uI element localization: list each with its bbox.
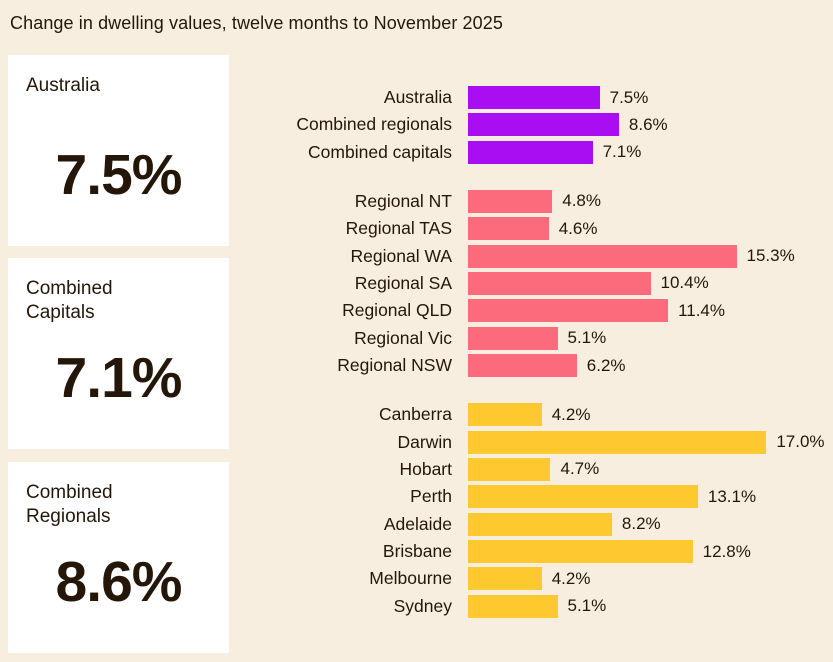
bar-label: Perth bbox=[410, 486, 452, 507]
bar-value-label: 5.1% bbox=[567, 328, 607, 348]
bar-value-label: 15.3% bbox=[746, 246, 795, 266]
bar-chart: Australia 7.5% Combined regionals 8.6% Combi… bbox=[247, 86, 833, 622]
bar-label: Darwin bbox=[397, 431, 452, 452]
bar-rect bbox=[468, 457, 551, 481]
bar-value-label: 5.1% bbox=[567, 596, 607, 616]
bar-value-label: 11.4% bbox=[678, 300, 726, 320]
bar-rect bbox=[468, 354, 577, 378]
bar-label: Regional NT bbox=[354, 190, 452, 211]
bar-value-label: 7.5% bbox=[609, 87, 649, 107]
summary-card-combined-regionals: Combined Regionals 8.6% bbox=[8, 462, 229, 653]
summary-card-value: 7.1% bbox=[55, 346, 183, 411]
bar-label: Regional NSW bbox=[337, 355, 452, 376]
bar-label: Combined capitals bbox=[308, 141, 452, 162]
bar-label: Adelaide bbox=[383, 513, 452, 534]
bar-label: Melbourne bbox=[369, 568, 452, 589]
bar-row-adelaide: Adelaide 8.2% bbox=[247, 512, 833, 536]
bar-row-canberra: Canberra 4.2% bbox=[247, 403, 833, 427]
bar-value-label: 4.7% bbox=[560, 459, 600, 479]
bar-value-label: 8.6% bbox=[628, 114, 668, 134]
bar-value-label: 12.8% bbox=[702, 541, 751, 561]
bar-value-label: 17.0% bbox=[776, 432, 825, 452]
summary-card-label: Combined Regionals bbox=[26, 482, 113, 527]
bar-rect bbox=[468, 189, 553, 213]
bar-value-label: 4.8% bbox=[562, 191, 601, 211]
bar-label: Regional WA bbox=[350, 245, 452, 266]
bar-label: Brisbane bbox=[382, 541, 452, 562]
bar-rect bbox=[468, 299, 669, 323]
bar-value-label: 10.4% bbox=[660, 273, 709, 293]
bar-row-sydney: Sydney 5.1% bbox=[247, 594, 833, 618]
page-title: Change in dwelling values, twelve months… bbox=[10, 13, 503, 33]
bar-rect bbox=[468, 594, 558, 618]
bar-value-label: 8.2% bbox=[621, 514, 661, 534]
bar-row-melbourne: Melbourne 4.2% bbox=[247, 567, 833, 591]
bar-row-hobart: Hobart 4.7% bbox=[247, 457, 833, 481]
bar-row-regional-vic: Regional Vic 5.1% bbox=[247, 326, 833, 350]
bar-rect bbox=[468, 403, 542, 427]
bar-row-combined-regionals: Combined regionals 8.6% bbox=[247, 113, 833, 137]
bar-row-regional-sa: Regional SA 10.4% bbox=[247, 271, 833, 295]
bar-value-label: 4.6% bbox=[558, 218, 598, 238]
bar-row-perth: Perth 13.1% bbox=[247, 485, 833, 509]
bar-rect bbox=[468, 326, 558, 350]
bar-value-label: 4.2% bbox=[551, 568, 591, 588]
bar-label: Regional TAS bbox=[345, 218, 452, 239]
bar-label: Sydney bbox=[393, 595, 452, 616]
bar-row-regional-wa: Regional WA 15.3% bbox=[247, 244, 833, 268]
bar-label: Regional QLD bbox=[342, 300, 452, 321]
bar-label: Hobart bbox=[399, 458, 452, 479]
summary-card-australia: Australia 7.5% bbox=[8, 55, 229, 246]
bar-value-label: 6.2% bbox=[586, 355, 626, 375]
summary-card-value: 8.6% bbox=[55, 550, 183, 615]
bar-rect bbox=[468, 271, 651, 295]
summary-card-label: Australia bbox=[26, 75, 100, 96]
bar-group-national-aggregates: Australia 7.5% Combined regionals 8.6% Combi… bbox=[247, 86, 833, 164]
summary-card-label: Combined Capitals bbox=[26, 278, 113, 323]
bar-value-label: 7.1% bbox=[602, 142, 642, 162]
bar-label: Regional Vic bbox=[354, 327, 452, 348]
bar-row-darwin: Darwin 17.0% bbox=[247, 430, 833, 454]
bar-row-regional-qld: Regional QLD 11.4% bbox=[247, 299, 833, 323]
bar-rect bbox=[468, 485, 698, 509]
bar-row-regional-nt: Regional NT 4.8% bbox=[247, 189, 833, 213]
bar-rect bbox=[468, 540, 693, 564]
bar-group-capital-cities: Canberra 4.2% Darwin 17.0% Hobart 4.7% Perth 13… bbox=[247, 403, 833, 618]
summary-card-value: 7.5% bbox=[55, 143, 183, 208]
bar-rect bbox=[468, 512, 612, 536]
summary-card-combined-capitals: Combined Capitals 7.1% bbox=[8, 258, 229, 449]
bar-row-regional-tas: Regional TAS 4.6% bbox=[247, 217, 833, 241]
bar-rect bbox=[468, 567, 542, 591]
bar-row-brisbane: Brisbane 12.8% bbox=[247, 540, 833, 564]
bar-rect bbox=[468, 113, 619, 137]
bar-row-australia: Australia 7.5% bbox=[247, 86, 833, 109]
bar-row-regional-nsw: Regional NSW 6.2% bbox=[247, 354, 833, 378]
bar-rect bbox=[468, 244, 737, 268]
bar-value-label: 4.2% bbox=[551, 404, 591, 424]
bar-rect bbox=[468, 217, 549, 241]
bar-label: Canberra bbox=[379, 404, 452, 425]
bar-label: Regional SA bbox=[354, 272, 452, 293]
bar-label: Australia bbox=[383, 87, 452, 107]
bar-rect bbox=[468, 430, 767, 454]
bar-rect bbox=[468, 140, 593, 164]
bar-label: Combined regionals bbox=[296, 114, 452, 135]
bar-group-regional-markets: Regional NT 4.8% Regional TAS 4.6% Regional … bbox=[247, 189, 833, 378]
bar-rect bbox=[468, 86, 600, 109]
bar-row-combined-capitals: Combined capitals 7.1% bbox=[247, 140, 833, 164]
bar-value-label: 13.1% bbox=[707, 486, 757, 506]
